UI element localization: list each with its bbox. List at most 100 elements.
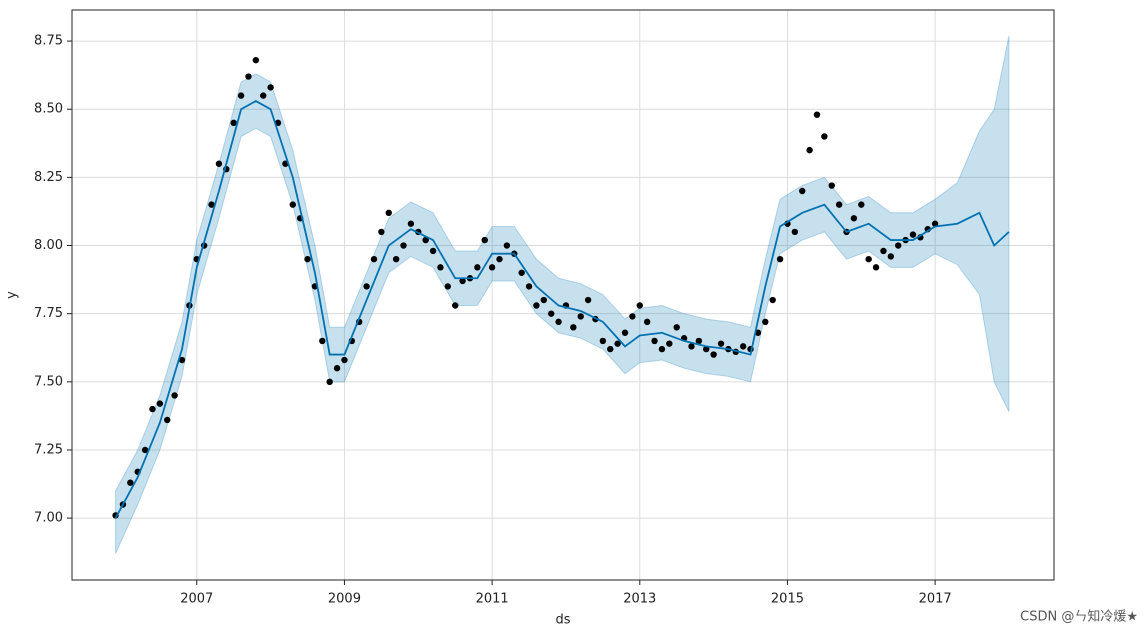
data-point (621, 329, 629, 336)
x-tick-label: 2015 (771, 592, 804, 607)
data-point (828, 182, 835, 189)
data-point (695, 337, 703, 345)
data-point (584, 296, 592, 304)
x-axis-label: ds (555, 613, 570, 628)
x-tick-label: 2011 (476, 592, 509, 607)
data-point (252, 56, 260, 64)
data-point (422, 236, 429, 244)
data-point (643, 318, 651, 326)
data-point (267, 84, 274, 91)
data-point (865, 255, 872, 263)
data-point (127, 479, 134, 486)
data-point (791, 228, 799, 236)
data-point (887, 253, 895, 260)
data-point (555, 318, 562, 326)
data-point (799, 187, 806, 195)
y-tick-label: 8.00 (34, 238, 63, 253)
data-point (237, 92, 245, 99)
data-point (488, 264, 496, 271)
data-point (326, 378, 333, 386)
data-point (289, 201, 296, 208)
y-tick-label: 8.25 (34, 170, 63, 185)
data-point (909, 231, 917, 238)
data-point (739, 343, 747, 350)
data-point (533, 302, 540, 309)
data-point (245, 73, 252, 80)
data-point (710, 351, 717, 358)
data-point (850, 215, 858, 222)
data-point (156, 400, 164, 407)
data-point (496, 255, 503, 263)
data-point (452, 302, 459, 309)
data-point (215, 160, 223, 167)
y-axis-label: y (5, 291, 20, 299)
data-point (149, 405, 156, 413)
data-point (813, 111, 821, 118)
data-point (341, 356, 348, 364)
data-point (481, 236, 488, 244)
data-point (607, 345, 614, 353)
data-point (547, 310, 555, 317)
x-tick-label: 2009 (328, 592, 361, 607)
data-point (658, 345, 666, 353)
data-point (651, 337, 658, 345)
forecast-line (114, 100, 1010, 519)
y-tick-label: 8.75 (34, 34, 63, 49)
data-point (429, 247, 437, 255)
data-point (444, 283, 452, 290)
data-point (872, 264, 880, 271)
data-point (260, 92, 267, 99)
data-point (208, 201, 215, 208)
y-tick-label: 7.75 (34, 306, 63, 321)
data-point (762, 318, 769, 326)
data-point (230, 119, 237, 127)
data-point (525, 283, 533, 290)
y-tick-label: 8.50 (34, 102, 63, 117)
data-point (540, 296, 548, 304)
data-point (599, 337, 607, 345)
x-tick-label: 2013 (623, 592, 656, 607)
data-point (835, 201, 843, 208)
data-point (806, 146, 813, 154)
data-point (931, 220, 939, 227)
data-point (178, 356, 186, 364)
data-point (880, 247, 887, 255)
data-point (164, 416, 171, 424)
data-point (459, 277, 466, 285)
data-point (141, 446, 149, 454)
y-tick-label: 7.50 (34, 374, 63, 389)
data-point (776, 255, 784, 263)
x-tick-label: 2017 (919, 592, 952, 607)
data-point (769, 296, 776, 304)
data-point (614, 340, 621, 347)
data-point (636, 302, 643, 309)
y-tick-label: 7.00 (34, 511, 63, 526)
uncertainty-band (115, 35, 1010, 554)
data-point (821, 133, 828, 140)
data-point (666, 340, 673, 347)
data-point (570, 324, 577, 331)
data-point (407, 220, 415, 227)
data-point (385, 209, 392, 217)
data-point (629, 313, 636, 320)
data-point (703, 345, 710, 353)
data-point (333, 364, 341, 372)
data-point (319, 337, 326, 345)
x-tick-label: 2007 (180, 592, 213, 607)
data-point (304, 255, 311, 263)
data-point (895, 242, 902, 249)
data-point (171, 392, 178, 399)
data-point (378, 228, 385, 236)
data-point (518, 269, 525, 276)
data-point (503, 242, 511, 249)
data-point (392, 255, 400, 263)
y-tick-label: 7.25 (34, 442, 63, 457)
data-point (437, 264, 444, 271)
data-point (577, 313, 584, 320)
data-point (370, 255, 378, 263)
data-point (400, 242, 407, 249)
data-point (474, 264, 481, 271)
data-point (858, 201, 865, 208)
data-point (688, 343, 695, 350)
